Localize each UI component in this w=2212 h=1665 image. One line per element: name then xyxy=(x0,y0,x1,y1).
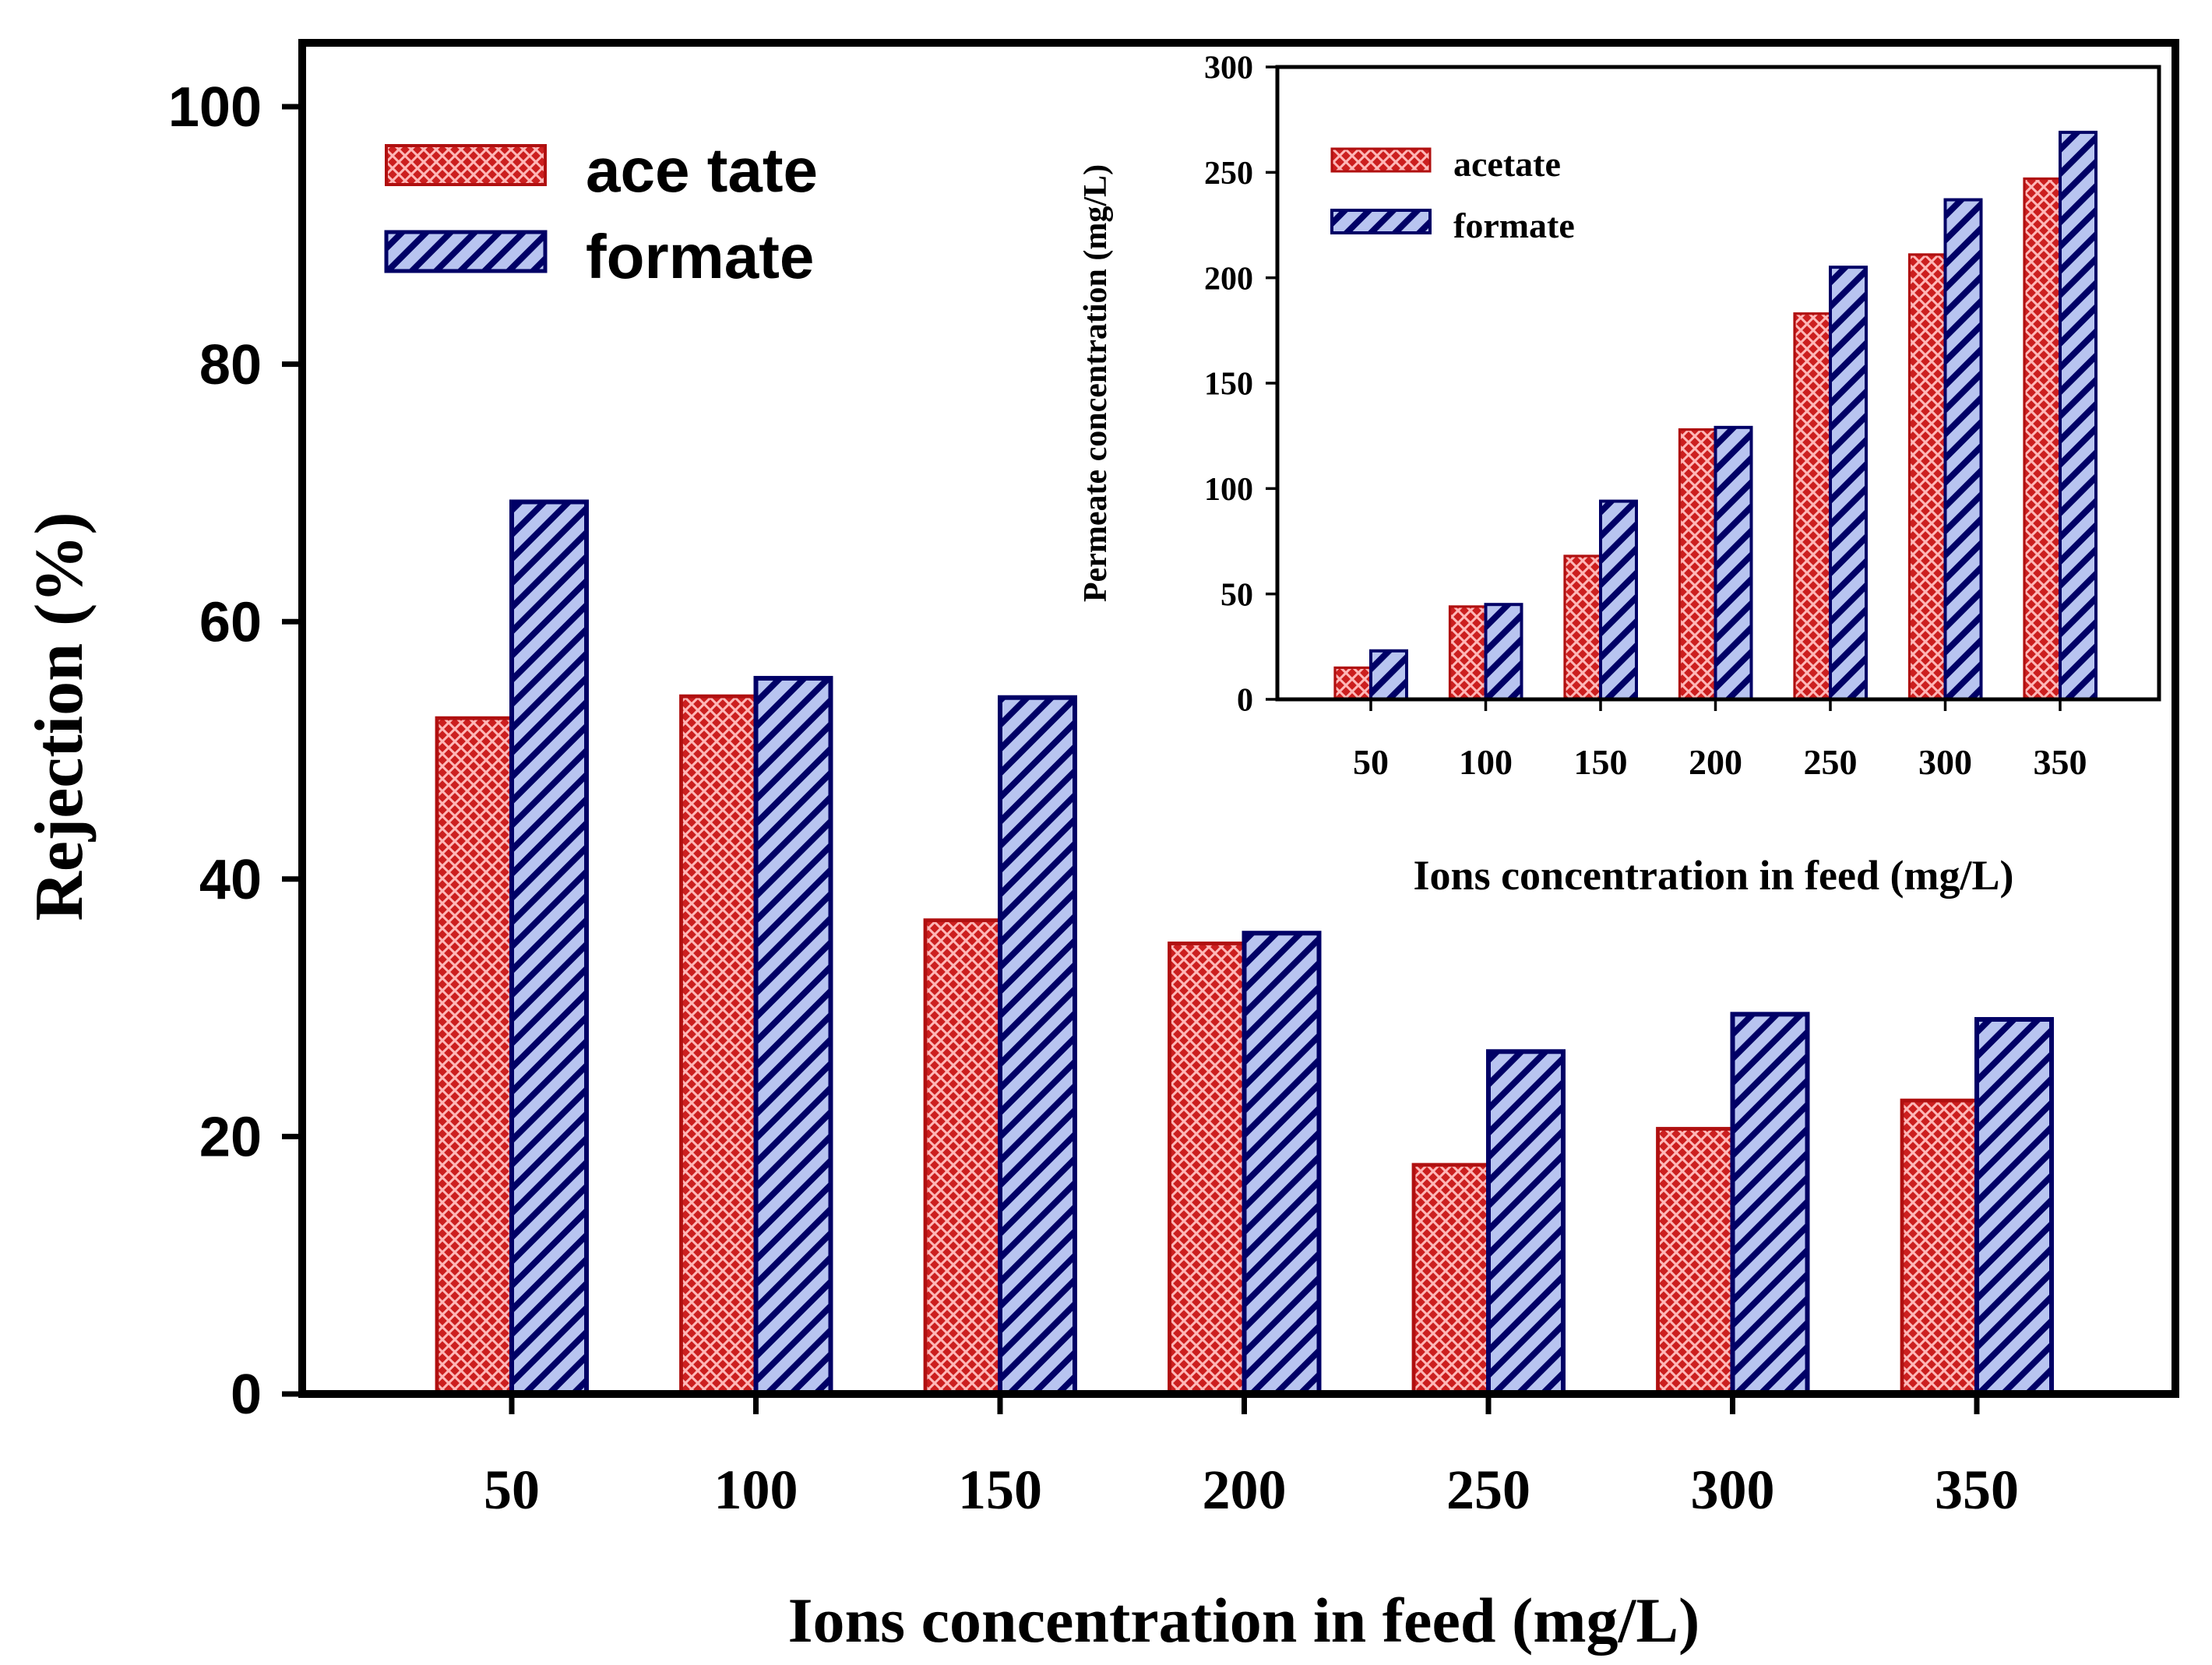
main-bar-formate-300 xyxy=(1730,1012,1810,1396)
inset-x-tick-label-150: 150 xyxy=(1574,742,1628,782)
main-bar-acetate-50 xyxy=(435,716,514,1396)
main-bar-formate-250 xyxy=(1486,1049,1566,1396)
main-legend-swatch-formate xyxy=(384,230,548,273)
main-y-tick-label-80: 80 xyxy=(199,334,262,396)
inset-x-axis-label: Ions concentration in feed (mg/L) xyxy=(1414,852,2014,899)
inset-y-tick-label-50: 50 xyxy=(1220,577,1253,613)
inset-x-tick-label-50: 50 xyxy=(1353,742,1389,782)
main-y-axis-label: Rejection (%) xyxy=(22,512,97,921)
inset-x-tick-label-250: 250 xyxy=(1804,742,1858,782)
inset-bar-acetate-300 xyxy=(1907,253,1947,701)
inset-bar-acetate-100 xyxy=(1448,605,1488,701)
main-bar-acetate-100 xyxy=(679,694,758,1396)
inset-bar-acetate-250 xyxy=(1793,312,1832,701)
main-x-tick-label-150: 150 xyxy=(958,1459,1042,1521)
inset-legend-label-formate: formate xyxy=(1453,206,1575,245)
main-legend-label-acetate: ace tate xyxy=(586,136,818,205)
main-x-tick-label-50: 50 xyxy=(484,1459,540,1521)
inset-y-tick-label-250: 250 xyxy=(1204,156,1253,192)
inset-bar-acetate-50 xyxy=(1333,666,1372,701)
inset-bar-acetate-350 xyxy=(2023,177,2062,701)
inset-y-tick-label-300: 300 xyxy=(1204,51,1253,86)
inset-bar-acetate-200 xyxy=(1678,428,1717,701)
main-axes: 0 20 40 60 80 100 50 100 150 200 250 300 350 xyxy=(168,43,2175,1521)
main-x-tick-label-250: 250 xyxy=(1446,1459,1530,1521)
inset-bar-formate-50 xyxy=(1369,649,1408,701)
main-y-tick-label-0: 0 xyxy=(231,1364,262,1426)
inset-legend-label-acetate: acetate xyxy=(1453,144,1561,184)
main-y-tick-label-100: 100 xyxy=(168,76,262,139)
inset-bar-formate-300 xyxy=(1943,198,1983,701)
inset-bars xyxy=(1333,130,2098,702)
main-y-tick-label-20: 20 xyxy=(199,1107,262,1169)
main-bar-acetate-350 xyxy=(1900,1098,1979,1396)
inset-bar-formate-200 xyxy=(1714,425,1753,702)
main-x-tick-label-200: 200 xyxy=(1203,1459,1287,1521)
main-legend-label-formate: formate xyxy=(586,222,814,291)
inset-legend: acetate formate xyxy=(1330,144,1575,245)
inset-axes: 0 50 100 150 200 250 300 50 100 150 200 250 300 350 xyxy=(1204,51,2159,782)
inset-y-tick-label-200: 200 xyxy=(1204,261,1253,297)
main-bar-formate-350 xyxy=(1974,1016,2054,1397)
inset-x-tick-label-350: 350 xyxy=(2034,742,2087,782)
main-bar-formate-150 xyxy=(998,695,1077,1396)
main-bar-acetate-250 xyxy=(1411,1163,1491,1396)
main-y-tick-label-60: 60 xyxy=(199,591,262,653)
inset-bar-formate-250 xyxy=(1829,266,1868,701)
inset-y-axis-label: Permeate concentration (mg/L) xyxy=(1078,164,1114,602)
inset-y-tick-label-100: 100 xyxy=(1204,472,1253,508)
main-bar-acetate-200 xyxy=(1168,942,1246,1396)
main-x-tick-label-300: 300 xyxy=(1691,1459,1775,1521)
inset-legend-swatch-formate xyxy=(1330,209,1432,234)
main-bar-formate-50 xyxy=(509,499,589,1397)
inset-bar-formate-100 xyxy=(1484,603,1523,702)
main-y-tick-label-40: 40 xyxy=(199,849,262,911)
main-bar-formate-200 xyxy=(1242,931,1322,1396)
inset-x-tick-label-300: 300 xyxy=(1918,742,1972,782)
main-bar-acetate-300 xyxy=(1656,1127,1735,1396)
inset-x-tick-label-100: 100 xyxy=(1459,742,1513,782)
main-x-tick-label-350: 350 xyxy=(1935,1459,2019,1521)
inset-chart: 0 50 100 150 200 250 300 50 100 150 200 250 300 350 P… xyxy=(1078,51,2161,899)
main-bar-formate-100 xyxy=(753,675,833,1396)
main-legend: ace tate formate xyxy=(384,136,818,291)
inset-y-tick-label-150: 150 xyxy=(1204,367,1253,403)
inset-bar-acetate-150 xyxy=(1563,554,1602,701)
inset-y-tick-label-0: 0 xyxy=(1237,683,1253,719)
main-x-tick-label-100: 100 xyxy=(714,1459,798,1521)
inset-bar-formate-350 xyxy=(2059,130,2098,701)
main-bar-acetate-150 xyxy=(923,918,1002,1396)
main-chart: 0 20 40 60 80 100 50 100 150 200 250 300 350 Rejecti… xyxy=(22,39,2179,1656)
main-x-axis-label: Ions concentration in feed (mg/L) xyxy=(788,1585,1700,1656)
main-legend-swatch-acetate xyxy=(385,144,547,186)
inset-x-tick-label-200: 200 xyxy=(1689,742,1742,782)
inset-legend-swatch-acetate xyxy=(1330,147,1432,173)
inset-bar-formate-150 xyxy=(1599,499,1638,701)
